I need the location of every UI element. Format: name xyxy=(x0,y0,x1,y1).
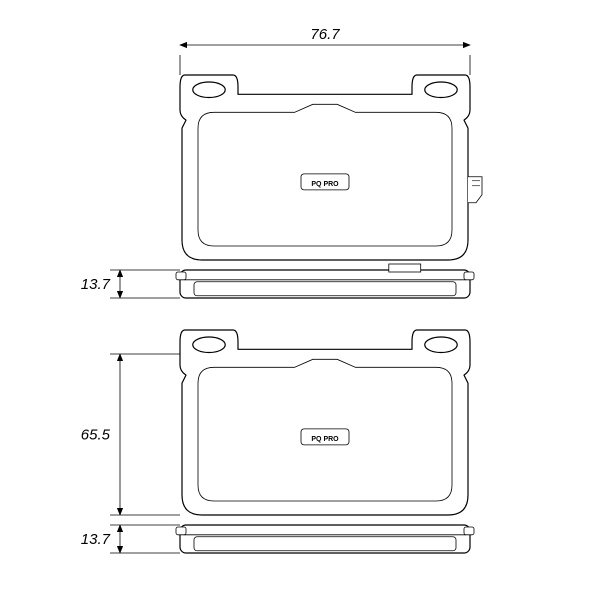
svg-text:PQ PRO: PQ PRO xyxy=(311,181,339,188)
dim-height: 65.5 xyxy=(81,427,111,444)
dim-width: 76.7 xyxy=(310,26,340,43)
view-top-side xyxy=(176,264,474,298)
dim-thickness-2: 13.7 xyxy=(81,531,111,548)
logo: PQ PRO xyxy=(301,429,349,445)
logo: PQ PRO xyxy=(301,174,349,190)
view-top-front: PQ PRO xyxy=(180,75,482,260)
view-bottom-side xyxy=(176,525,474,553)
dim-thickness-1: 13.7 xyxy=(81,276,111,293)
view-bottom-front: PQ PRO xyxy=(180,330,470,515)
svg-text:PQ PRO: PQ PRO xyxy=(311,436,339,443)
